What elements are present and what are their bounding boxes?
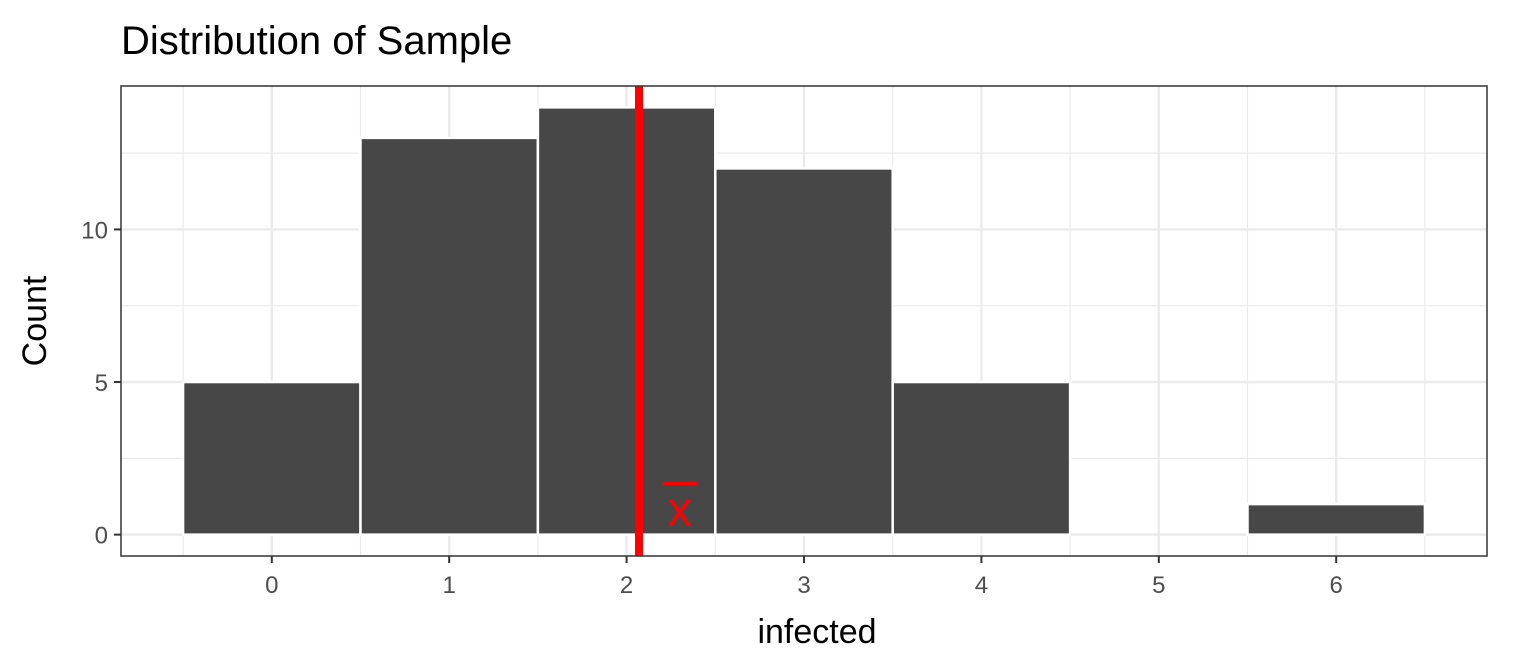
x-tick-label: 5 (1152, 572, 1165, 599)
bar-6 (1246, 502, 1427, 536)
x-tick-label: 3 (797, 572, 810, 599)
bars (181, 106, 1427, 536)
x-tick-label: 6 (1330, 572, 1343, 599)
y-tick-label: 10 (81, 217, 108, 244)
chart-title: Distribution of Sample (121, 19, 512, 63)
y-tick-label: 5 (95, 370, 108, 397)
x-tick-label: 1 (443, 572, 456, 599)
x-axis: 0 1 2 3 4 5 6 (265, 556, 1343, 599)
y-tick-label: 0 (95, 523, 108, 550)
x-axis-title: infected (757, 613, 876, 651)
bar-1 (359, 136, 540, 536)
bar-2 (536, 106, 717, 536)
mean-marker: x (635, 86, 697, 556)
x-tick-label: 4 (975, 572, 988, 599)
x-tick-label: 0 (265, 572, 278, 599)
bar-3 (714, 167, 894, 536)
y-axis-title: Count (16, 275, 54, 366)
bar-4 (891, 380, 1072, 536)
x-tick-label: 2 (620, 572, 633, 599)
mean-annotation-label: x (668, 483, 692, 536)
y-axis: 0 5 10 (81, 217, 121, 550)
bar-0 (181, 380, 362, 536)
